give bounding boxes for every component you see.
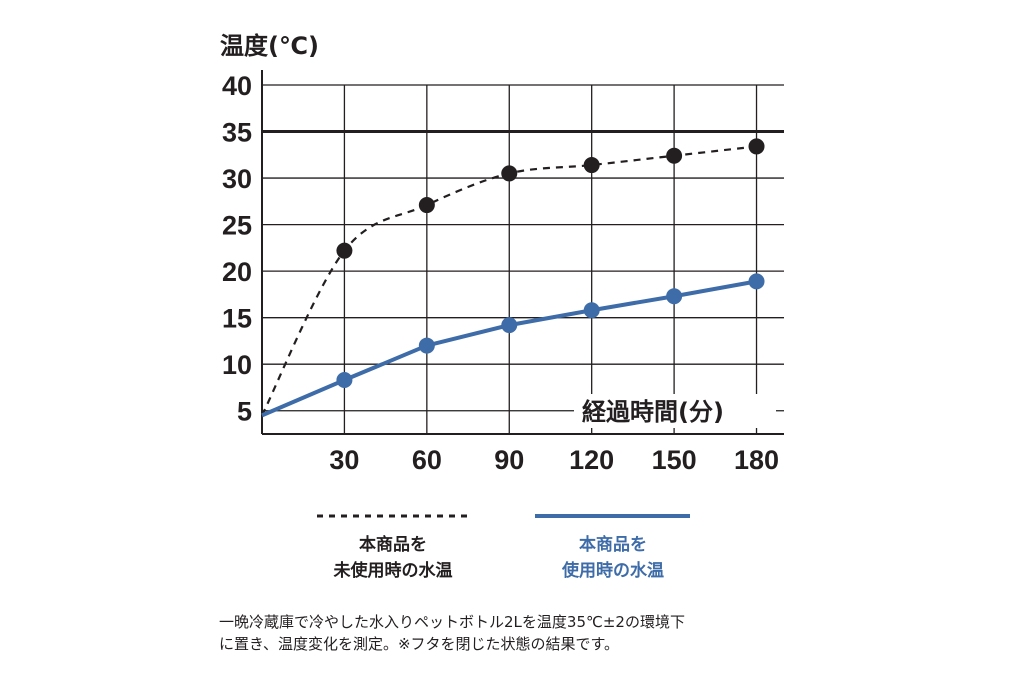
y-axis-label: 温度(℃): [220, 32, 319, 60]
point-unused-60: [418, 197, 435, 214]
x-tick-label-150: 150: [652, 445, 697, 475]
point-unused-30: [336, 242, 353, 259]
y-tick-label-15: 15: [222, 304, 252, 334]
point-used-150: [666, 288, 683, 305]
point-unused-180: [748, 138, 765, 155]
y-tick-label-5: 5: [237, 397, 252, 427]
y-tick-label-25: 25: [222, 211, 252, 241]
point-used-180: [748, 273, 765, 290]
x-tick-label-120: 120: [569, 445, 614, 475]
legend-unused-line1: 本商品を: [359, 535, 427, 555]
point-used-30: [336, 372, 353, 389]
legend-label-used: 本商品を 使用時の水温: [524, 532, 702, 584]
y-tick-label-20: 20: [222, 257, 252, 287]
y-tick-label-10: 10: [222, 350, 252, 380]
point-used-90: [501, 317, 518, 334]
y-tick-label-40: 40: [222, 71, 252, 101]
series: [261, 138, 765, 418]
point-used-120: [583, 302, 600, 319]
x-tick-label-60: 60: [412, 445, 442, 475]
footnote-line1: 一晩冷蔵庫で冷やした水入りペットボトル2Lを温度35℃±2の環境下: [219, 613, 685, 631]
legend-used-line1: 本商品を: [579, 535, 647, 555]
point-unused-90: [501, 165, 518, 182]
point-used-60: [418, 337, 435, 354]
legend-unused-line2: 未使用時の水温: [333, 561, 453, 581]
x-tick-label-90: 90: [494, 445, 524, 475]
footnote-line2: に置き、温度変化を測定。※フタを閉じた状態の結果です。: [219, 635, 620, 653]
grid: [262, 84, 784, 434]
x-tick-label-30: 30: [329, 445, 359, 475]
legend-label-unused: 本商品を 未使用時の水温: [300, 532, 486, 584]
point-unused-120: [583, 157, 600, 174]
y-tick-label-30: 30: [222, 164, 252, 194]
footnote: 一晩冷蔵庫で冷やした水入りペットボトル2Lを温度35℃±2の環境下 に置き、温度…: [219, 611, 685, 655]
x-tick-label-180: 180: [734, 445, 779, 475]
legend-used-line2: 使用時の水温: [562, 561, 664, 581]
y-tick-label-35: 35: [222, 118, 252, 148]
axes: [261, 70, 784, 435]
tick-labels: 5 10 15 20 25 30 35 40 30 60 90 120 150 180: [222, 71, 779, 475]
point-unused-150: [666, 147, 683, 164]
x-axis-label-backdrop: [574, 394, 776, 428]
x-axis-label: 経過時間(分): [582, 398, 724, 426]
